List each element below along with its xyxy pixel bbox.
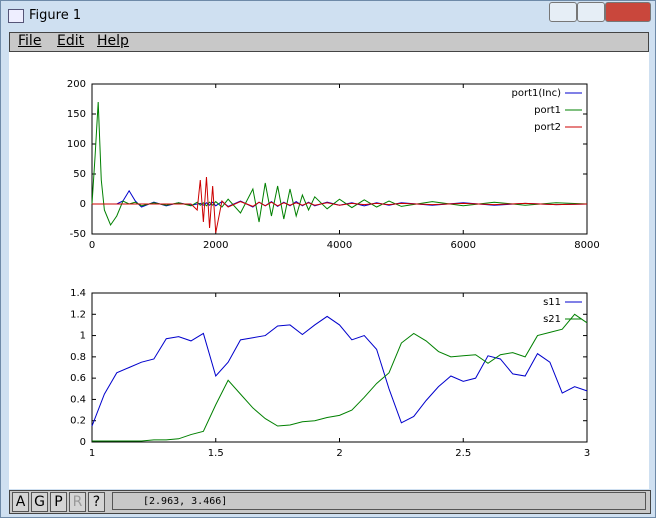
window-icon xyxy=(8,9,24,23)
x-tick-label: 1 xyxy=(89,448,95,459)
x-tick-label: 2.5 xyxy=(455,448,471,459)
charts: 0 2000 4000 6000 8000-50050100150200port1(In… xyxy=(67,79,600,459)
series-line xyxy=(92,176,588,233)
y-tick-label: 1 xyxy=(80,331,86,342)
series-line xyxy=(91,315,588,427)
y-tick-label: 150 xyxy=(67,109,86,120)
x-tick-label: 8000 xyxy=(574,240,599,251)
menu-item[interactable]: Help xyxy=(97,33,129,49)
status-field: [2.963, 3.466] xyxy=(112,492,646,510)
close-button[interactable] xyxy=(605,2,651,22)
tool-button[interactable]: ? xyxy=(88,492,105,512)
legend-label: s21 xyxy=(543,314,561,325)
y-tick-label: 1.4 xyxy=(70,288,86,299)
x-tick-label: 1.5 xyxy=(208,448,224,459)
y-tick-label: 0.8 xyxy=(70,352,86,363)
y-tick-label: 0 xyxy=(80,199,86,210)
axes-frame xyxy=(91,83,588,235)
y-tick-label: 100 xyxy=(67,139,86,150)
menu-item[interactable]: Edit xyxy=(57,33,85,49)
title-bar: Figure 1 xyxy=(1,1,655,31)
series-line xyxy=(92,313,588,442)
tool-button[interactable]: A xyxy=(12,492,29,512)
y-tick-label: 1.2 xyxy=(70,309,86,320)
window-title: Figure 1 xyxy=(29,8,82,23)
series-line xyxy=(91,101,588,227)
x-tick-label: 2 xyxy=(336,448,342,459)
y-tick-label: 0.4 xyxy=(70,394,86,405)
legend-label: port1(Inc) xyxy=(512,88,562,99)
maximize-button[interactable] xyxy=(577,2,605,22)
toolbar: A G P R ? [2.963, 3.466] xyxy=(9,490,651,514)
series-line xyxy=(92,189,588,208)
legend-label: port1 xyxy=(534,105,561,116)
minimize-button[interactable] xyxy=(549,2,577,22)
menu-item[interactable]: File xyxy=(18,33,42,49)
tool-button[interactable]: G xyxy=(31,492,48,512)
tool-button[interactable]: R xyxy=(69,492,86,512)
x-tick-label: 2000 xyxy=(203,240,228,251)
y-tick-label: 0.6 xyxy=(70,373,86,384)
menu-bar: File Edit Help xyxy=(9,32,649,52)
y-tick-label: 0.2 xyxy=(70,416,86,427)
y-tick-label: 200 xyxy=(67,79,86,90)
legend-label: s11 xyxy=(543,297,561,308)
x-tick-label: 0 xyxy=(89,240,95,251)
tool-button[interactable]: P xyxy=(50,492,67,512)
x-tick-label: 4000 xyxy=(327,240,352,251)
x-tick-label: 6000 xyxy=(451,240,476,251)
y-tick-label: -50 xyxy=(70,229,86,240)
axes-frame xyxy=(91,292,588,443)
x-tick-label: 3 xyxy=(584,448,590,459)
legend-label: port2 xyxy=(534,122,561,133)
plot-area: 0 2000 4000 6000 8000 -50 0 50 100 150 200 port1(In… xyxy=(9,52,649,489)
y-tick-label: 50 xyxy=(73,169,86,180)
y-tick-label: 0 xyxy=(80,437,86,448)
